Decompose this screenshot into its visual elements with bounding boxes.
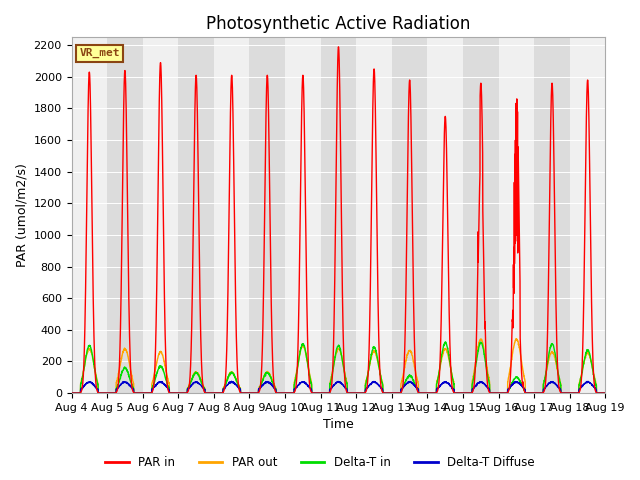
PAR out [602, 390, 609, 396]
Delta-T in [129, 384, 136, 389]
PAR in [160, 271, 168, 277]
Delta-T Diffuse [68, 390, 76, 396]
Text: VR_met: VR_met [79, 48, 120, 58]
PAR in [602, 390, 609, 396]
PAR in [273, 390, 280, 396]
Delta-T Diffuse [591, 385, 599, 391]
Bar [428, 37, 463, 393]
Delta-T Diffuse [160, 381, 168, 387]
Y-axis label: PAR (umol/m2/s): PAR (umol/m2/s) [15, 163, 28, 267]
Bar [143, 37, 179, 393]
PAR out [591, 376, 599, 382]
X-axis label: Time: Time [323, 419, 354, 432]
PAR out [296, 354, 303, 360]
Line: PAR out: PAR out [72, 339, 605, 393]
Line: PAR in: PAR in [72, 47, 605, 393]
Bar [570, 37, 605, 393]
PAR out [68, 390, 76, 396]
PAR in [129, 387, 136, 393]
PAR in [296, 276, 303, 281]
Bar [72, 37, 107, 393]
PAR in [534, 390, 541, 396]
Bar [356, 37, 392, 393]
Delta-T in [591, 378, 599, 384]
Bar [605, 37, 640, 393]
Bar [214, 37, 250, 393]
Delta-T in [273, 390, 280, 396]
Delta-T in [442, 339, 449, 345]
Bar [179, 37, 214, 393]
Bar [499, 37, 534, 393]
Delta-T Diffuse [273, 390, 280, 396]
Delta-T Diffuse [129, 386, 136, 392]
Delta-T Diffuse [534, 390, 541, 396]
Bar [250, 37, 285, 393]
Delta-T in [68, 390, 76, 396]
PAR out [160, 359, 168, 364]
Bar [392, 37, 428, 393]
Delta-T in [160, 370, 168, 375]
Delta-T in [296, 353, 303, 359]
Delta-T Diffuse [602, 390, 609, 396]
Bar [534, 37, 570, 393]
Line: Delta-T Diffuse: Delta-T Diffuse [72, 381, 605, 393]
Bar [463, 37, 499, 393]
Title: Photosynthetic Active Radiation: Photosynthetic Active Radiation [206, 15, 470, 33]
Delta-T in [534, 390, 541, 396]
PAR out [129, 376, 136, 382]
Legend: PAR in, PAR out, Delta-T in, Delta-T Diffuse: PAR in, PAR out, Delta-T in, Delta-T Dif… [100, 452, 540, 474]
Line: Delta-T in: Delta-T in [72, 342, 605, 393]
Delta-T in [602, 390, 609, 396]
PAR in [68, 390, 76, 396]
Bar [285, 37, 321, 393]
Bar [321, 37, 356, 393]
PAR out [273, 390, 280, 396]
Delta-T Diffuse [228, 378, 236, 384]
Delta-T Diffuse [296, 381, 303, 387]
PAR in [335, 44, 342, 50]
Bar [107, 37, 143, 393]
PAR out [534, 390, 541, 396]
PAR out [513, 336, 520, 342]
PAR in [591, 386, 599, 392]
